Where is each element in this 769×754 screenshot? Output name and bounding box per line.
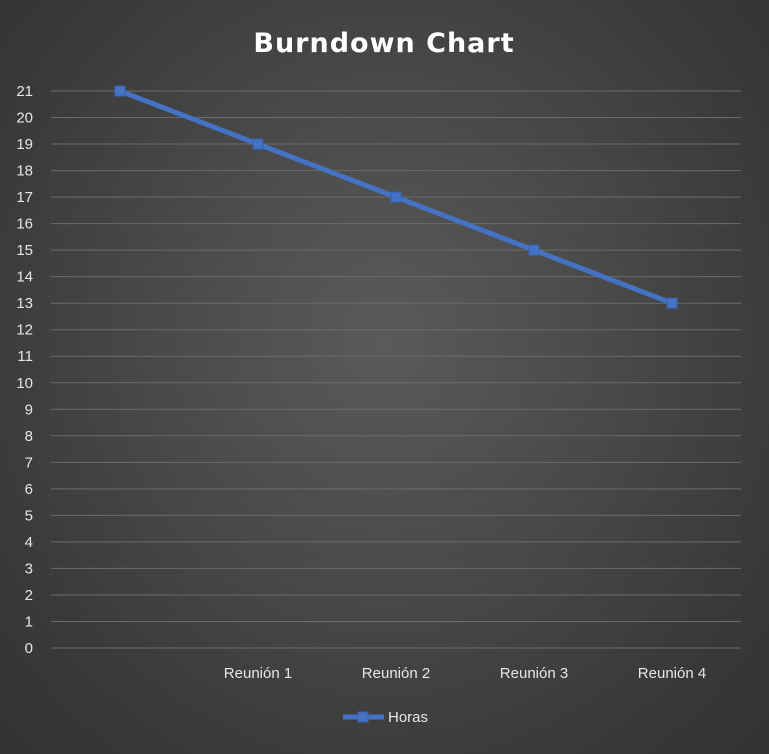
x-tick-label: Reunión 3 [500, 665, 568, 682]
y-tick-label: 11 [17, 348, 33, 365]
y-tick-label: 4 [25, 534, 33, 551]
x-tick-label: Reunión 2 [362, 665, 430, 682]
y-tick-label: 18 [16, 163, 33, 180]
y-tick-label: 10 [16, 375, 33, 392]
y-tick-label: 7 [25, 454, 33, 471]
legend: Horas [343, 709, 428, 726]
x-tick-label: Reunión 1 [224, 665, 292, 682]
y-tick-label: 5 [25, 507, 33, 524]
data-point [114, 85, 126, 97]
y-tick-label: 19 [16, 136, 33, 153]
data-point [390, 191, 402, 203]
y-tick-label: 21 [16, 83, 33, 100]
chart-title: Burndown Chart [253, 28, 514, 59]
legend-marker-icon [357, 711, 369, 723]
y-tick-label: 12 [16, 322, 33, 339]
y-tick-label: 16 [16, 216, 33, 233]
data-point [666, 297, 678, 309]
y-tick-label: 1 [25, 613, 33, 630]
data-point [252, 138, 264, 150]
gridlines [51, 90, 741, 649]
x-tick-label: Reunión 4 [638, 665, 706, 682]
legend-label-horas: Horas [388, 709, 428, 726]
y-tick-label: 2 [25, 587, 33, 604]
y-tick-label: 8 [25, 428, 33, 445]
series-layer [114, 85, 678, 309]
data-point [528, 244, 540, 256]
y-tick-label: 0 [25, 640, 33, 657]
y-tick-label: 6 [25, 481, 33, 498]
x-axis-ticks: Reunión 1 Reunión 2 Reunión 3 Reunión 4 [224, 665, 706, 682]
y-tick-label: 14 [16, 269, 33, 286]
y-tick-label: 15 [16, 242, 33, 259]
y-tick-label: 9 [25, 401, 33, 418]
y-tick-label: 13 [16, 295, 33, 312]
y-tick-label: 3 [25, 560, 33, 577]
y-tick-label: 17 [16, 189, 33, 206]
y-tick-label: 20 [16, 110, 33, 127]
